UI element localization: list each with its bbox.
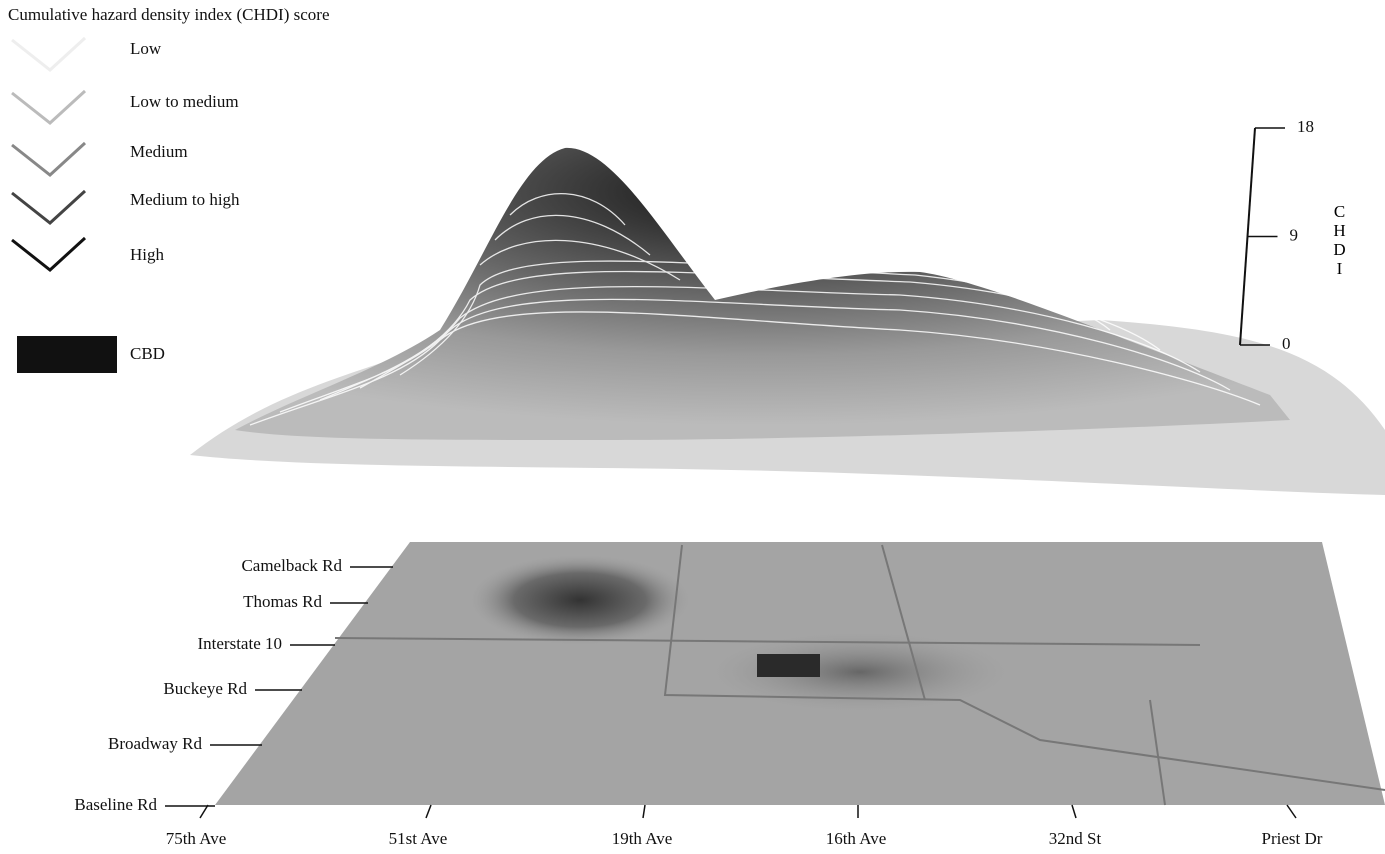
cbd-area xyxy=(757,654,820,677)
avenue-label: 75th Ave xyxy=(166,829,227,848)
road-label: Interstate 10 xyxy=(198,634,283,653)
legend-swatch xyxy=(12,91,85,123)
avenue-label: 19th Ave xyxy=(612,829,673,848)
legend-swatches xyxy=(12,38,85,270)
z-axis-label: CHDI xyxy=(1331,202,1348,278)
road-label: Thomas Rd xyxy=(243,592,322,611)
legend-swatch xyxy=(12,238,85,270)
z-axis: 0 9 18 xyxy=(1240,117,1314,353)
avenue-label: 32nd St xyxy=(1049,829,1102,848)
surface xyxy=(190,148,1385,495)
legend-label: Medium xyxy=(130,142,188,161)
z-tick-label: 0 xyxy=(1282,334,1291,353)
z-tick-label: 9 xyxy=(1290,225,1299,244)
legend-swatch xyxy=(12,143,85,175)
legend-swatch xyxy=(12,38,85,70)
legend-label: CBD xyxy=(130,344,165,363)
legend-title: Cumulative hazard density index (CHDI) s… xyxy=(8,5,330,24)
figure: Cumulative hazard density index (CHDI) s… xyxy=(0,0,1385,854)
road-label: Buckeye Rd xyxy=(163,679,247,698)
avenue-label: 51st Ave xyxy=(389,829,448,848)
road-label: Camelback Rd xyxy=(241,556,342,575)
figure-canvas: Cumulative hazard density index (CHDI) s… xyxy=(0,0,1385,854)
legend-label: Low to medium xyxy=(130,92,239,111)
legend-label: Low xyxy=(130,39,162,58)
legend-label: Medium to high xyxy=(130,190,240,209)
avenue-label: 16th Ave xyxy=(826,829,887,848)
legend-label: High xyxy=(130,245,165,264)
cbd-swatch xyxy=(17,336,117,373)
legend-swatch xyxy=(12,191,85,223)
avenue-label: Priest Dr xyxy=(1262,829,1323,848)
base-map xyxy=(215,542,1385,805)
road-label: Broadway Rd xyxy=(108,734,202,753)
road-label: Baseline Rd xyxy=(74,795,157,814)
z-tick-label: 18 xyxy=(1297,117,1314,136)
